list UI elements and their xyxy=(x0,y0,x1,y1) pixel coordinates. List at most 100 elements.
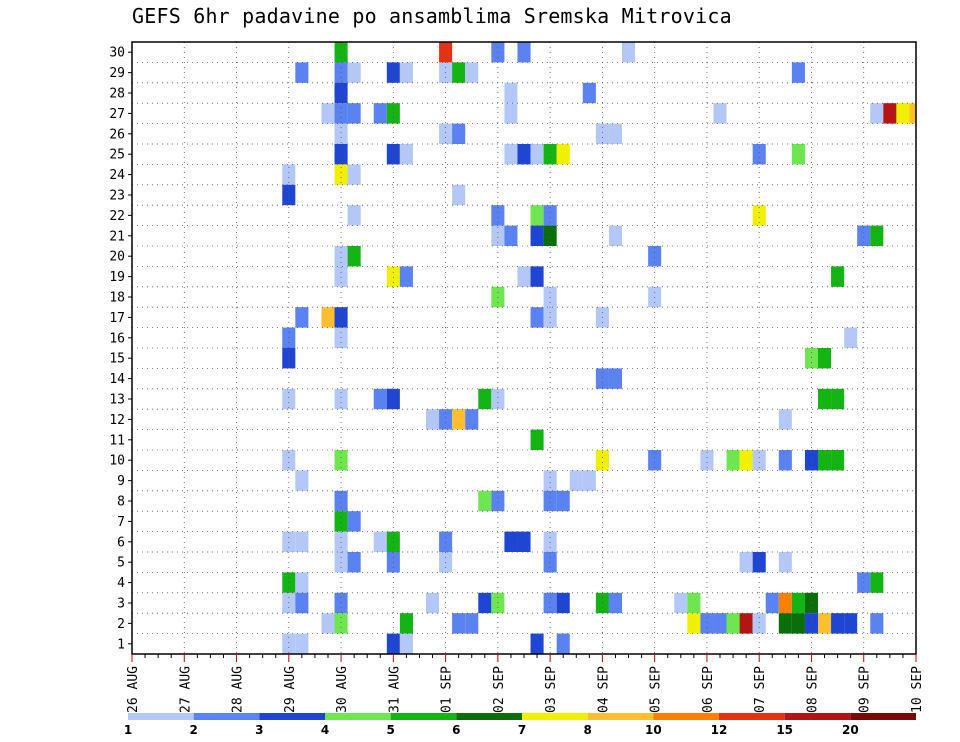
precip-cell-m8-t27 xyxy=(478,490,492,512)
precip-cell-m3-t50 xyxy=(778,592,792,614)
legend-label: 1 xyxy=(124,723,132,737)
legend-swatch xyxy=(719,713,785,720)
precip-cell-m10-t50 xyxy=(778,450,792,471)
precip-cell-m8-t16 xyxy=(334,490,348,512)
chart-title: GEFS 6hr padavine po ansamblima Sremska … xyxy=(132,4,732,28)
precip-cell-m2-t52 xyxy=(804,613,818,634)
precip-cell-m27-t60 xyxy=(909,103,916,124)
precip-cell-m26-t36 xyxy=(595,123,609,144)
legend-swatch xyxy=(325,713,391,720)
precip-cell-m19-t21 xyxy=(399,266,413,287)
precip-cell-m21-t31 xyxy=(530,225,544,246)
precip-cell-m10-t47 xyxy=(739,450,753,471)
y-tick-label: 11 xyxy=(109,433,125,448)
precip-cell-m25-t20 xyxy=(386,144,400,165)
precip-cell-m6-t32 xyxy=(543,531,557,552)
precip-cell-m3-t51 xyxy=(791,592,805,614)
precip-cell-m27-t15 xyxy=(321,103,335,124)
precip-cell-m1-t13 xyxy=(295,633,309,654)
x-tick-label: 31 AUG xyxy=(387,666,402,713)
legend-label: 8 xyxy=(583,723,591,737)
precip-cell-m5-t50 xyxy=(778,552,792,573)
precip-cell-m13-t20 xyxy=(386,388,400,410)
precip-cell-m3-t49 xyxy=(765,592,779,614)
precip-cell-m16-t55 xyxy=(844,327,858,348)
x-axis: 26 AUG 27 AUG 28 AUG 29 AUG 30 AUG 31 AUG 01 S… xyxy=(126,654,925,713)
precip-cell-m20-t16 xyxy=(334,246,348,267)
precip-cell-m10-t52 xyxy=(804,450,818,471)
precip-cell-m26-t16 xyxy=(334,123,348,144)
precip-cell-m10-t36 xyxy=(595,450,609,471)
precip-cell-m10-t40 xyxy=(648,450,662,471)
precip-cell-m24-t16 xyxy=(334,164,348,185)
precip-cell-m1-t12 xyxy=(282,633,296,654)
precip-cell-m27-t29 xyxy=(504,103,518,124)
precip-cell-m2-t16 xyxy=(334,613,348,634)
y-tick-label: 22 xyxy=(109,209,125,224)
precip-cell-m30-t30 xyxy=(517,42,531,63)
legend-label: 3 xyxy=(255,723,263,737)
precip-cell-m2-t50 xyxy=(778,613,792,634)
precip-cell-m27-t17 xyxy=(347,103,361,124)
precip-cell-m19-t31 xyxy=(530,266,544,287)
y-tick-label: 29 xyxy=(109,66,125,81)
precip-cell-m21-t56 xyxy=(857,225,871,246)
precip-cell-m4-t57 xyxy=(870,572,884,593)
y-tick-label: 23 xyxy=(109,189,125,204)
precip-cell-m27-t20 xyxy=(386,103,400,124)
precip-cell-m2-t57 xyxy=(870,613,884,634)
legend-label: 5 xyxy=(386,723,394,737)
precip-cell-m27-t45 xyxy=(713,103,727,124)
y-axis: 1234567891011121314151617181920212223242… xyxy=(109,46,132,652)
precip-cell-m29-t26 xyxy=(465,62,479,83)
precip-cell-m10-t54 xyxy=(831,450,845,471)
precip-cell-m2-t47 xyxy=(739,613,753,634)
precip-cell-m2-t53 xyxy=(818,613,832,634)
precip-cell-m14-t36 xyxy=(595,368,609,389)
legend-swatch xyxy=(850,713,916,720)
precip-cell-m28-t29 xyxy=(504,82,518,104)
precip-cell-m2-t55 xyxy=(844,613,858,634)
precip-cell-m25-t31 xyxy=(530,144,544,165)
precip-cell-m3-t33 xyxy=(556,592,570,614)
y-tick-label: 18 xyxy=(109,291,125,306)
precip-cell-m27-t19 xyxy=(373,103,387,124)
precip-cell-m7-t16 xyxy=(334,511,348,532)
precip-cell-m10-t46 xyxy=(726,450,740,471)
y-tick-label: 10 xyxy=(109,454,125,469)
precip-cell-m27-t59 xyxy=(896,103,910,124)
precip-cell-m13-t12 xyxy=(282,388,296,410)
precip-cell-m2-t43 xyxy=(687,613,701,634)
precip-cell-m19-t16 xyxy=(334,266,348,287)
precip-cell-m6-t16 xyxy=(334,531,348,552)
precip-cell-m19-t54 xyxy=(831,266,845,287)
precip-cell-m3-t43 xyxy=(687,592,701,614)
legend-label: 15 xyxy=(776,723,793,737)
precip-cell-m12-t24 xyxy=(439,409,453,430)
precip-cell-m24-t17 xyxy=(347,164,361,185)
precip-cell-m30-t38 xyxy=(622,42,636,63)
y-tick-label: 13 xyxy=(109,393,125,408)
y-tick-label: 21 xyxy=(109,229,125,244)
legend-label: 12 xyxy=(711,723,728,737)
y-tick-label: 9 xyxy=(117,474,125,489)
precip-cell-m21-t57 xyxy=(870,225,884,246)
precip-cell-m2-t26 xyxy=(465,613,479,634)
plot-frame xyxy=(131,41,917,655)
y-tick-label: 3 xyxy=(117,597,125,612)
precip-cell-m10-t48 xyxy=(752,450,766,471)
precip-cell-m11-t31 xyxy=(530,429,544,450)
x-tick-label: 27 AUG xyxy=(178,666,193,713)
x-tick-label: 04 SEP xyxy=(596,666,611,713)
precip-cell-m2-t48 xyxy=(752,613,766,634)
legend-swatch xyxy=(522,713,588,720)
y-tick-label: 15 xyxy=(109,352,125,367)
precip-cell-m27-t16 xyxy=(334,103,348,124)
precip-cell-m1-t20 xyxy=(386,633,400,654)
precip-cell-m6-t29 xyxy=(504,531,518,552)
legend-label: 4 xyxy=(321,723,329,737)
precip-cell-m6-t30 xyxy=(517,531,531,552)
precip-cell-m9-t34 xyxy=(569,470,583,491)
precip-cell-m29-t17 xyxy=(347,62,361,83)
precip-cell-m9-t35 xyxy=(582,470,596,491)
